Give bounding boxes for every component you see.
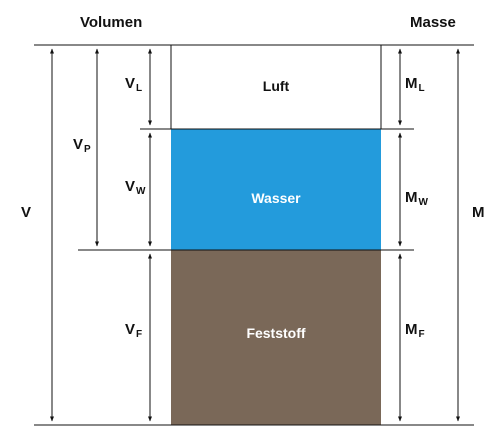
water-label: Wasser [251,190,301,206]
symbol-subscript: W [418,197,428,208]
symbol-subscript: P [84,144,91,155]
symbol-subscript: F [418,329,425,340]
water-block [171,129,381,250]
symbol-main: V [125,75,136,92]
total-volume-symbol: V [21,204,32,221]
solid-volume-symbol: VF [125,322,142,340]
solid-mass-symbol: MF [405,322,425,340]
symbol-subscript: F [136,329,143,340]
symbol-main: V [125,321,136,338]
air-mass-symbol: ML [405,76,425,94]
symbol-main: V [73,136,84,153]
air-block [170,44,382,130]
solid-block [171,250,381,425]
symbol-subscript: L [136,83,143,94]
volume-header: Volumen [80,14,143,31]
symbol-subscript: L [418,83,425,94]
symbol-subscript: W [136,186,146,197]
symbol-main: M [405,189,418,206]
air-volume-symbol: VL [125,76,142,94]
water-volume-symbol: VW [125,179,145,197]
solid-label: Feststoff [246,325,306,341]
air-label: Luft [262,78,290,94]
water-mass-symbol: MW [405,190,428,208]
total-mass-symbol: M [472,204,485,221]
symbol-main: M [405,321,418,338]
mass-header: Masse [410,14,456,31]
pore-volume-symbol: VP [73,137,91,155]
symbol-main: M [405,75,418,92]
symbol-main: V [125,178,136,195]
